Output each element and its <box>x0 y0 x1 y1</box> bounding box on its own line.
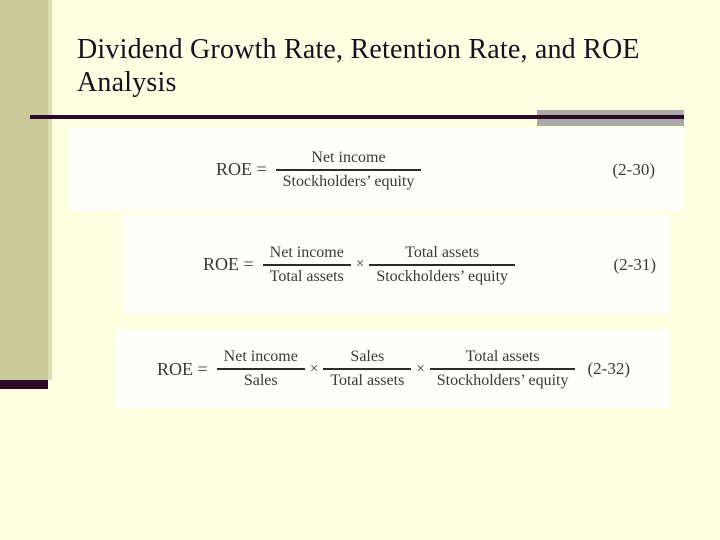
fraction: Sales Total assets <box>323 348 412 390</box>
fraction-bar <box>369 263 516 266</box>
denominator: Stockholders’ equity <box>282 172 415 190</box>
multiplication-sign: × <box>355 256 365 272</box>
multiplication-sign: × <box>416 360 425 377</box>
denominator: Stockholders’ equity <box>436 372 569 389</box>
equation-number: (2-30) <box>612 159 655 179</box>
fraction: Total assets Stockholders’ equity <box>369 243 516 286</box>
roe-label: ROE = <box>203 254 254 274</box>
title-rule <box>30 115 684 119</box>
title-line-1: Dividend Growth Rate, Retention Rate, an… <box>77 34 640 65</box>
numerator: Total assets <box>405 243 480 261</box>
multiplication-sign: × <box>309 360 319 377</box>
fraction-bar <box>323 368 412 370</box>
left-band-bottom-bar <box>0 380 48 389</box>
denominator: Stockholders’ equity <box>376 267 509 285</box>
equation-number: (2-31) <box>613 254 656 274</box>
title-line-2: Analysis <box>77 67 177 98</box>
numerator: Sales <box>350 348 385 366</box>
fraction-bar <box>429 368 576 370</box>
numerator: Net income <box>311 148 386 166</box>
denominator: Total assets <box>330 372 405 389</box>
fraction-bar <box>262 263 351 266</box>
formula-box-roe-basic: ROE = Net income Stockholders’ equity (2-30… <box>70 128 684 211</box>
fraction: Net income Stockholders’ equity <box>275 148 422 191</box>
formula-box-roe-two-factor: ROE = Net income Total assets × Total assets… <box>124 215 670 314</box>
fraction-bar <box>216 368 305 370</box>
roe-label: ROE = <box>157 358 208 379</box>
fraction: Total assets Stockholders’ equity <box>429 348 576 390</box>
left-accent-band <box>0 0 52 380</box>
fraction: Net income Sales <box>216 348 305 390</box>
numerator: Net income <box>269 243 344 261</box>
equation-number: (2-32) <box>587 359 630 378</box>
fraction: Net income Total assets <box>262 243 351 286</box>
numerator: Net income <box>223 348 298 366</box>
formula-box-roe-dupont: ROE = Net income Sales × Sales Total assets × T… <box>115 330 670 408</box>
roe-label: ROE = <box>216 159 267 179</box>
denominator: Sales <box>243 372 278 389</box>
fraction-bar <box>275 168 422 171</box>
denominator: Total assets <box>269 267 344 285</box>
slide-title: Dividend Growth Rate, Retention Rate, an… <box>77 33 677 99</box>
numerator: Total assets <box>465 348 540 366</box>
